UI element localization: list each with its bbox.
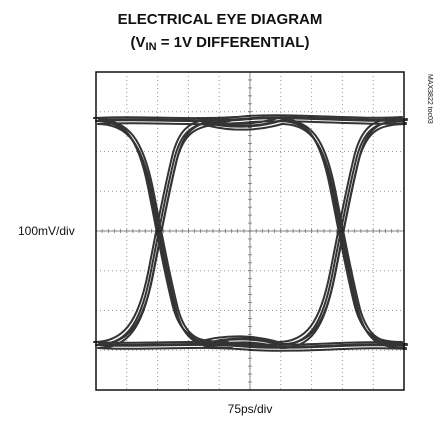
eye-traces (94, 115, 407, 351)
chart: ELECTRICAL EYE DIAGRAM (VIN = 1V DIFFERE… (0, 0, 441, 428)
subtitle-prefix: (V (131, 34, 146, 51)
chart-subtitle: (VIN = 1V DIFFERENTIAL) (131, 34, 310, 53)
side-note: MAX3822 toc03 (426, 74, 433, 124)
y-axis-label: 100mV/div (18, 224, 75, 238)
subtitle-subscript: IN (146, 41, 157, 53)
x-axis-label: 75ps/div (228, 402, 273, 416)
chart-title: ELECTRICAL EYE DIAGRAM (118, 11, 323, 28)
subtitle-suffix: = 1V DIFFERENTIAL) (157, 34, 310, 51)
